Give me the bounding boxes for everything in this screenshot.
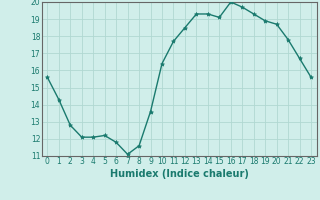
X-axis label: Humidex (Indice chaleur): Humidex (Indice chaleur)	[110, 169, 249, 179]
